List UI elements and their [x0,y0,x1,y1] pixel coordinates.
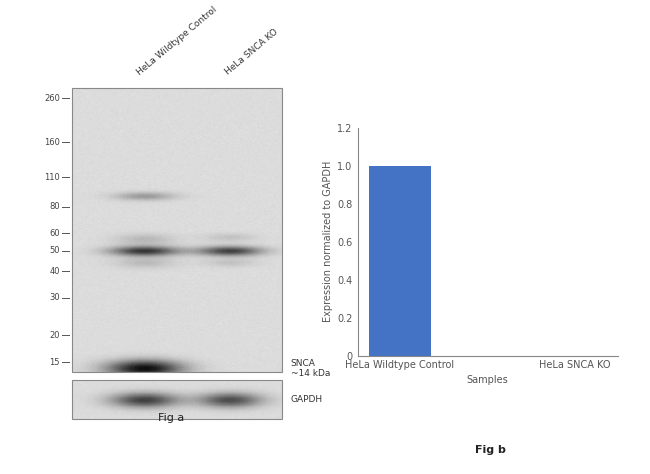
Text: 260: 260 [44,94,60,103]
Y-axis label: Expression normalized to GAPDH: Expression normalized to GAPDH [323,161,333,322]
Text: 50: 50 [49,246,60,255]
Text: HeLa SNCA KO: HeLa SNCA KO [224,27,280,77]
Text: 20: 20 [49,330,60,339]
Text: Fig b: Fig b [475,445,506,455]
Text: HeLa Wildtype Control: HeLa Wildtype Control [135,5,218,77]
Text: 80: 80 [49,202,60,211]
Text: SNCA
~14 kDa: SNCA ~14 kDa [291,358,330,378]
X-axis label: Samples: Samples [467,374,508,384]
Text: Fig a: Fig a [158,413,184,423]
Bar [72,89,281,372]
Bar [72,380,281,419]
Text: 30: 30 [49,293,60,302]
Text: 160: 160 [44,138,60,147]
Text: 15: 15 [49,358,60,367]
Text: 110: 110 [44,173,60,182]
Bar [369,166,430,356]
Text: 60: 60 [49,229,60,238]
Text: 40: 40 [49,267,60,276]
Text: GAPDH: GAPDH [291,395,322,404]
